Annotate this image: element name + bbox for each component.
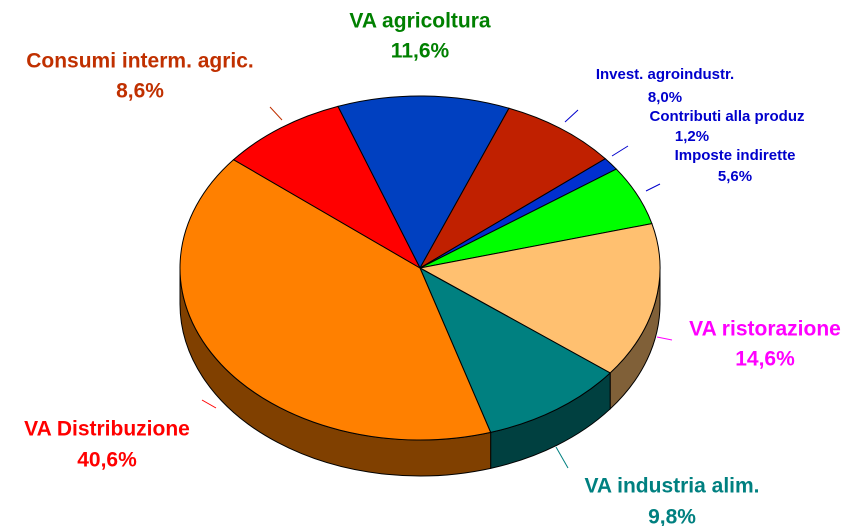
pie-slice [232,105,422,270]
pie-slice [179,159,492,441]
slice-value: 9,8% [648,506,696,526]
pie-slice [418,107,607,270]
slice-label: Consumi interm. agric. [26,50,254,73]
leader-line [611,145,629,157]
slice-value: 11,6% [391,40,450,63]
slice-value: 14,6% [735,348,795,371]
slice-value: 1,2% [675,128,709,145]
leader-line [201,399,217,409]
slice-label: Invest. agroindustr. [596,66,734,83]
slice-label: VA industria alim. [584,475,759,498]
leader-line [269,106,283,121]
leader-line [656,336,673,341]
leader-line [555,446,569,469]
pie-slice [337,95,510,270]
slice-label: VA Distribuzione [24,418,190,441]
leader-line [645,183,661,192]
slice-label: VA agricoltura [349,10,491,33]
slice-label: VA ristorazione [689,318,841,341]
slice-value: 8,6% [116,80,164,103]
slice-label: Imposte indirette [675,147,796,164]
pie-slice [418,266,611,433]
slice-value: 40,6% [77,449,137,472]
slice-value: 8,0% [648,89,682,106]
pie-slice [418,223,661,374]
leader-line [564,109,579,123]
slice-label: Contributi alla produz [650,108,805,125]
slice-value: 5,6% [718,168,752,185]
